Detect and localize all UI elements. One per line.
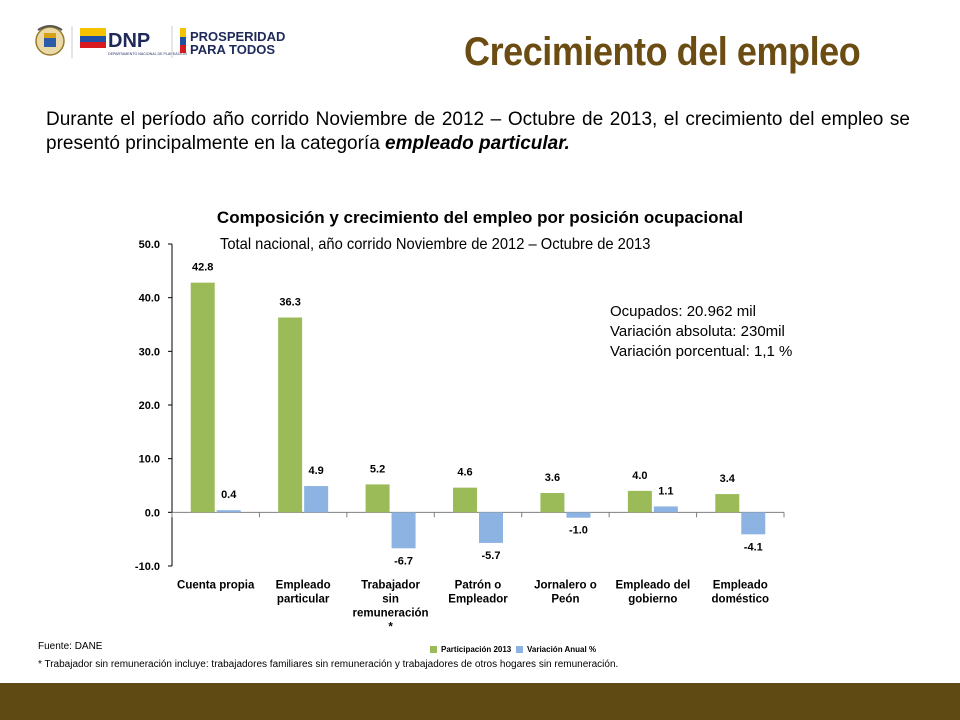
footnote: * Trabajador sin remuneración incluye: t… bbox=[38, 659, 619, 670]
category-label: Empleado bbox=[276, 579, 331, 591]
category-label: gobierno bbox=[628, 593, 677, 605]
category-label: Peón bbox=[551, 593, 579, 605]
source-note: Fuente: DANE bbox=[38, 641, 103, 652]
page-title: Crecimiento del empleo bbox=[463, 30, 861, 74]
bar-variacion bbox=[304, 486, 329, 513]
legend-label-participacion: Participación 2013 bbox=[441, 645, 512, 654]
slogan-line1: PROSPERIDAD bbox=[190, 29, 285, 44]
dnp-logo-text: DNP bbox=[108, 30, 150, 52]
intro-text: Durante el período año corrido Noviembre… bbox=[46, 109, 910, 154]
data-label: 5.2 bbox=[370, 463, 385, 475]
bar-participacion bbox=[715, 494, 740, 513]
bar-variacion bbox=[479, 512, 503, 543]
data-label: 4.0 bbox=[632, 470, 647, 482]
category-label: Empleado del bbox=[615, 579, 690, 591]
y-tick-label: 30.0 bbox=[139, 346, 160, 358]
bar-participacion bbox=[190, 282, 215, 513]
chart-labels: 42.8 0.4 Cuenta propia 36.3 4.9 Empleado parti… bbox=[177, 262, 769, 634]
y-tick-label: 50.0 bbox=[139, 239, 160, 251]
data-label: 1.1 bbox=[658, 485, 673, 497]
y-tick-label: 40.0 bbox=[139, 293, 160, 305]
bar-variacion bbox=[566, 512, 591, 518]
y-tick-label: 10.0 bbox=[139, 454, 160, 466]
data-label: -1.0 bbox=[569, 525, 588, 537]
data-label: 42.8 bbox=[192, 262, 213, 274]
category-label: remuneración bbox=[353, 607, 429, 619]
category-label: sin bbox=[382, 593, 399, 605]
data-label: 4.9 bbox=[308, 465, 323, 477]
category-label: particular bbox=[277, 593, 330, 605]
dnp-logo-subtext: DEPARTAMENTO NACIONAL DE PLANEACIÓN bbox=[108, 51, 187, 56]
data-label: 3.6 bbox=[545, 472, 560, 484]
category-label: * bbox=[388, 621, 393, 633]
bar-variacion bbox=[741, 512, 766, 535]
bar-variacion bbox=[653, 506, 678, 513]
stat-variacion-porcentual: Variación porcentual: 1,1 % bbox=[610, 343, 793, 360]
dnp-logo: DNP DEPARTAMENTO NACIONAL DE PLANEACIÓN bbox=[80, 28, 187, 56]
bar-participacion bbox=[627, 490, 652, 513]
category-label: Cuenta propia bbox=[177, 579, 255, 591]
chart-bars bbox=[190, 282, 766, 549]
category-label: Empleador bbox=[448, 593, 508, 605]
legend-swatch-variacion bbox=[516, 646, 523, 653]
bar-participacion bbox=[540, 493, 565, 513]
legend-label-variacion: Variación Anual % bbox=[527, 645, 597, 654]
bar-participacion bbox=[278, 317, 303, 513]
stat-ocupados: Ocupados: 20.962 mil bbox=[610, 303, 756, 320]
category-label: Trabajador bbox=[361, 579, 420, 591]
data-label: 36.3 bbox=[279, 297, 300, 309]
y-tick-label: -10.0 bbox=[135, 561, 160, 573]
footer-band bbox=[0, 683, 960, 720]
header-logos: DNP DEPARTAMENTO NACIONAL DE PLANEACIÓN … bbox=[35, 25, 285, 58]
data-label: -4.1 bbox=[744, 541, 763, 553]
legend-swatch-participacion bbox=[430, 646, 437, 653]
y-tick-label: 0.0 bbox=[145, 507, 160, 519]
category-label: Empleado bbox=[713, 579, 768, 591]
legend-item-participacion: Participación 2013 bbox=[430, 645, 511, 654]
chart-title: Composición y crecimiento del empleo por… bbox=[216, 208, 744, 227]
legend-item-variacion: Variación Anual % bbox=[516, 645, 596, 654]
intro-paragraph: Durante el período año corrido Noviembre… bbox=[46, 108, 910, 156]
slogan-line2: PARA TODOS bbox=[190, 42, 275, 57]
slogan-logo: PROSPERIDAD PARA TODOS bbox=[180, 28, 285, 57]
data-label: -5.7 bbox=[482, 550, 501, 562]
stats-box: Ocupados: 20.962 mil Variación absoluta:… bbox=[610, 302, 792, 362]
intro-emphasis: empleado particular. bbox=[385, 133, 570, 154]
stat-variacion-absoluta: Variación absoluta: 230mil bbox=[610, 323, 785, 340]
data-label: 4.6 bbox=[457, 467, 472, 479]
data-label: 0.4 bbox=[221, 489, 237, 501]
bar-variacion bbox=[216, 510, 241, 513]
category-label: doméstico bbox=[712, 593, 770, 605]
bar-participacion bbox=[365, 484, 390, 513]
coat-of-arms-icon bbox=[35, 25, 65, 56]
chart-axes: 50.0 40.0 30.0 20.0 10.0 0.0 -10.0 bbox=[135, 239, 785, 573]
chart-subtitle: Total nacional, año corrido Noviembre de… bbox=[220, 236, 651, 253]
bar-participacion bbox=[453, 487, 477, 513]
data-label: 3.4 bbox=[720, 473, 736, 485]
category-label: Patrón o bbox=[455, 579, 502, 591]
y-tick-label: 20.0 bbox=[139, 400, 160, 412]
logo-bar: DNP DEPARTAMENTO NACIONAL DE PLANEACIÓN … bbox=[0, 0, 320, 80]
data-label: -6.7 bbox=[394, 555, 413, 567]
bar-variacion bbox=[391, 512, 416, 549]
category-label: Jornalero o bbox=[534, 579, 597, 591]
